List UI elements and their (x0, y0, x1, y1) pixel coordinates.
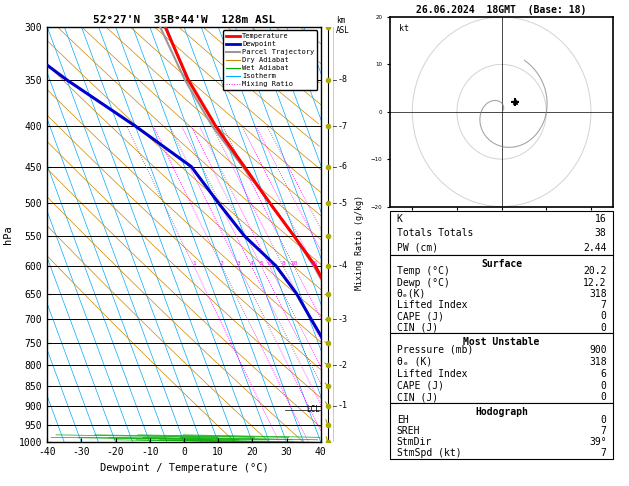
Text: θₑ (K): θₑ (K) (397, 357, 432, 367)
Text: Dewp (°C): Dewp (°C) (397, 278, 450, 288)
Text: 7: 7 (601, 300, 606, 310)
Text: 1: 1 (192, 261, 196, 266)
Text: StmSpd (kt): StmSpd (kt) (397, 449, 461, 458)
Text: 900: 900 (589, 345, 606, 355)
Text: CAPE (J): CAPE (J) (397, 312, 443, 321)
Text: 15: 15 (310, 261, 318, 266)
Text: -5: -5 (337, 199, 347, 208)
Text: 318: 318 (589, 357, 606, 367)
Text: 3: 3 (237, 261, 240, 266)
Text: -6: -6 (337, 162, 347, 171)
Text: LCL: LCL (306, 405, 320, 414)
Text: -8: -8 (337, 75, 347, 85)
Bar (390, 403, 613, 459)
Text: 7: 7 (601, 426, 606, 436)
Text: θₑ(K): θₑ(K) (397, 289, 426, 299)
Text: 12.2: 12.2 (583, 278, 606, 288)
Y-axis label: hPa: hPa (3, 225, 13, 244)
Text: 0: 0 (601, 415, 606, 425)
Title: 26.06.2024  18GMT  (Base: 18): 26.06.2024 18GMT (Base: 18) (416, 5, 587, 15)
X-axis label: Dewpoint / Temperature (°C): Dewpoint / Temperature (°C) (99, 463, 269, 473)
Text: 4: 4 (249, 261, 253, 266)
Text: Hodograph: Hodograph (475, 407, 528, 417)
Text: 6: 6 (601, 369, 606, 379)
Bar (390, 333, 613, 403)
Text: 0: 0 (601, 381, 606, 391)
Text: 0: 0 (601, 393, 606, 402)
Text: Lifted Index: Lifted Index (397, 369, 467, 379)
Text: Surface: Surface (481, 259, 522, 269)
Text: 2: 2 (220, 261, 223, 266)
Text: Temp (°C): Temp (°C) (397, 266, 450, 277)
Text: -7: -7 (337, 122, 347, 131)
Text: 0: 0 (601, 312, 606, 321)
Text: 20.2: 20.2 (583, 266, 606, 277)
Text: 6: 6 (268, 261, 272, 266)
Text: CIN (J): CIN (J) (397, 323, 438, 332)
Text: -4: -4 (337, 261, 347, 270)
Title: 52°27'N  35B°44'W  128m ASL: 52°27'N 35B°44'W 128m ASL (93, 15, 275, 25)
Text: K: K (397, 214, 403, 224)
Text: CIN (J): CIN (J) (397, 393, 438, 402)
Text: 2.44: 2.44 (583, 243, 606, 253)
Text: -1: -1 (337, 401, 347, 410)
Text: CAPE (J): CAPE (J) (397, 381, 443, 391)
Text: Mixing Ratio (g/kg): Mixing Ratio (g/kg) (355, 195, 364, 291)
Text: 10: 10 (290, 261, 298, 266)
Text: -2: -2 (337, 361, 347, 370)
Text: 16: 16 (595, 214, 606, 224)
Text: 0: 0 (601, 323, 606, 332)
Text: 39°: 39° (589, 437, 606, 447)
Text: PW (cm): PW (cm) (397, 243, 438, 253)
Text: Most Unstable: Most Unstable (464, 337, 540, 347)
Text: 318: 318 (589, 289, 606, 299)
Text: StmDir: StmDir (397, 437, 432, 447)
Bar (390, 211, 613, 255)
Text: Pressure (mb): Pressure (mb) (397, 345, 473, 355)
Text: 5: 5 (259, 261, 263, 266)
Text: kt: kt (399, 24, 409, 33)
Text: 8: 8 (281, 261, 285, 266)
Text: -3: -3 (337, 314, 347, 324)
Text: 38: 38 (595, 228, 606, 238)
Bar (390, 255, 613, 333)
Text: km
ASL: km ASL (336, 16, 350, 35)
Text: Totals Totals: Totals Totals (397, 228, 473, 238)
Text: SREH: SREH (397, 426, 420, 436)
Text: Lifted Index: Lifted Index (397, 300, 467, 310)
Text: EH: EH (397, 415, 408, 425)
Text: 7: 7 (601, 449, 606, 458)
Legend: Temperature, Dewpoint, Parcel Trajectory, Dry Adiabat, Wet Adiabat, Isotherm, Mi: Temperature, Dewpoint, Parcel Trajectory… (223, 30, 317, 90)
